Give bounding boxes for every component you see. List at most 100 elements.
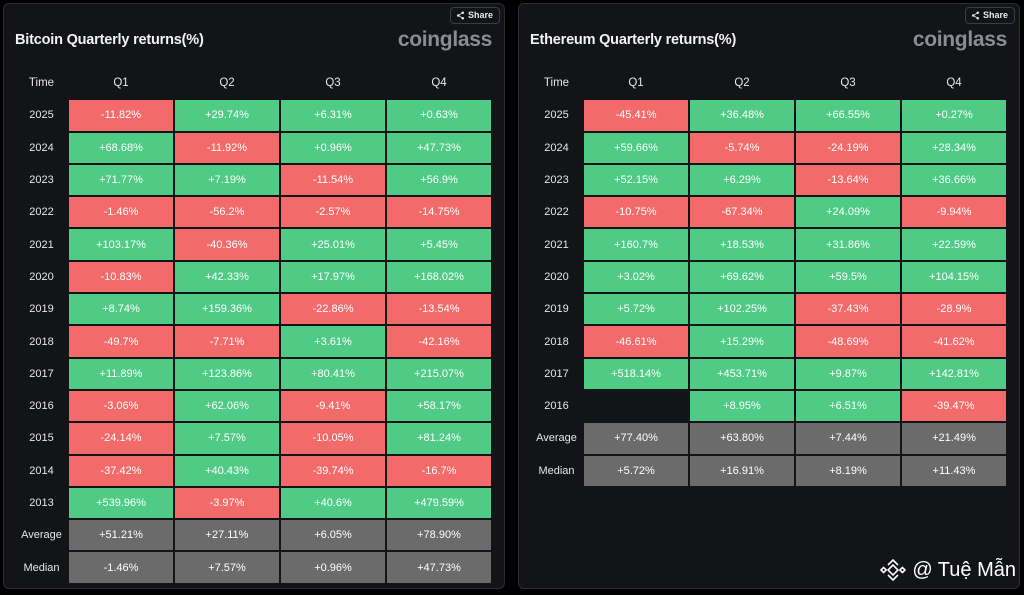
row-label: Median [538,464,575,477]
return-cell: -14.75% [387,197,491,228]
return-cell: -28.9% [902,294,1006,325]
column-header-q4: Q4 [946,77,962,90]
panel-title: Bitcoin Quarterly returns(%) [15,32,204,48]
row-label: 2020 [29,270,54,283]
row-label: 2023 [544,174,569,187]
binance-icon [880,558,907,582]
share-label: Share [467,10,493,20]
return-cell: -2.57% [281,197,385,228]
stat-cell: +63.80% [690,423,794,454]
return-cell: +22.59% [902,229,1006,260]
row-label: 2019 [544,303,569,316]
return-cell: -67.34% [690,197,794,228]
column-header-q2: Q2 [219,77,235,90]
return-cell: -22.86% [281,294,385,325]
stat-cell: +27.11% [175,520,279,551]
return-cell: -49.7% [69,326,173,357]
return-cell: +160.7% [584,229,688,260]
return-cell: +3.61% [281,326,385,357]
return-cell: -45.41% [584,100,688,131]
column-header-q4: Q4 [431,77,447,90]
row-label: 2025 [544,109,569,122]
return-cell: +42.33% [175,261,279,293]
stat-cell: -1.46% [69,552,173,583]
return-cell: +103.17% [69,229,173,260]
return-cell: +0.63% [387,100,491,131]
column-header-q1: Q1 [113,77,129,90]
return-cell: +479.59% [387,487,491,519]
return-cell: -24.19% [796,132,900,163]
bitcoin-panel: Share Bitcoin Quarterly returns(%) coing… [3,3,505,589]
return-cell: +56.9% [387,164,491,196]
return-cell: +168.02% [387,261,491,293]
stat-cell: +8.19% [796,455,900,486]
stat-cell: +21.49% [902,423,1006,454]
return-cell: +80.41% [281,358,385,389]
return-cell: +68.68% [69,132,173,163]
return-cell: +62.06% [175,390,279,422]
coinglass-logo: coinglass [397,28,492,51]
row-label: 2019 [29,303,54,316]
row-label: 2020 [544,270,569,283]
row-label: 2022 [29,206,54,219]
share-button[interactable]: Share [449,7,500,24]
return-cell: +29.74% [175,100,279,131]
return-cell: +518.14% [584,358,688,389]
stat-cell: +6.05% [281,520,385,551]
return-cell [584,391,688,421]
return-cell: +102.25% [690,294,794,325]
row-label: 2025 [29,109,54,122]
row-label: 2018 [544,335,569,348]
stat-cell: +5.72% [584,455,688,486]
share-button[interactable]: Share [964,7,1015,24]
return-cell: -16.7% [387,455,491,486]
return-cell: +7.19% [175,164,279,196]
return-cell: +0.27% [902,100,1006,131]
return-cell: +11.89% [69,358,173,389]
return-cell: -7.71% [175,326,279,357]
coinglass-logo: coinglass [912,28,1007,51]
return-cell: -10.05% [281,423,385,454]
column-header-q3: Q3 [325,77,341,90]
row-label: 2016 [544,400,569,413]
return-cell: -10.75% [584,197,688,228]
stat-cell: +77.40% [584,423,688,454]
share-label: Share [982,10,1008,20]
return-cell: +17.97% [281,261,385,293]
return-cell: -48.69% [796,326,900,357]
return-cell: -11.82% [69,100,173,131]
share-icon [456,11,464,20]
column-header-q2: Q2 [734,77,750,90]
stat-cell: +47.73% [387,552,491,583]
return-cell: +8.95% [690,390,794,422]
row-label: 2022 [544,206,569,219]
return-cell: -5.74% [690,132,794,163]
row-label: Median [23,561,60,574]
return-cell: +24.09% [796,197,900,228]
stat-cell: +0.96% [281,552,385,583]
return-cell: +123.86% [175,358,279,389]
return-cell: +36.48% [690,100,794,131]
watermark: @ Tuệ Mẫn [880,557,1016,583]
return-cell: -37.42% [69,455,173,486]
return-cell: -9.94% [902,197,1006,228]
return-cell: +71.77% [69,164,173,196]
return-cell: +453.71% [690,358,794,389]
row-label: 2015 [29,432,54,445]
watermark-text: @ Tuệ Mẫn [912,558,1016,581]
return-cell: +3.02% [584,261,688,293]
return-cell: +104.15% [902,261,1006,293]
return-cell: -24.14% [69,423,173,454]
column-header-q3: Q3 [840,77,856,90]
stat-cell: +16.91% [690,455,794,486]
row-label: 2023 [29,174,54,187]
ethereum-panel: Share Ethereum Quarterly returns(%) coin… [518,3,1020,589]
return-cell: -42.16% [387,326,491,357]
return-cell: +66.55% [796,100,900,131]
return-cell: +539.96% [69,487,173,519]
return-cell: -37.43% [796,294,900,325]
return-cell: +15.29% [690,326,794,357]
returns-table: Time Q1 Q2 Q3 Q4 2025 -11.82% +29.74% +6.31% +0.6… [15,67,492,584]
return-cell: +36.66% [902,164,1006,196]
return-cell: +6.31% [281,100,385,131]
